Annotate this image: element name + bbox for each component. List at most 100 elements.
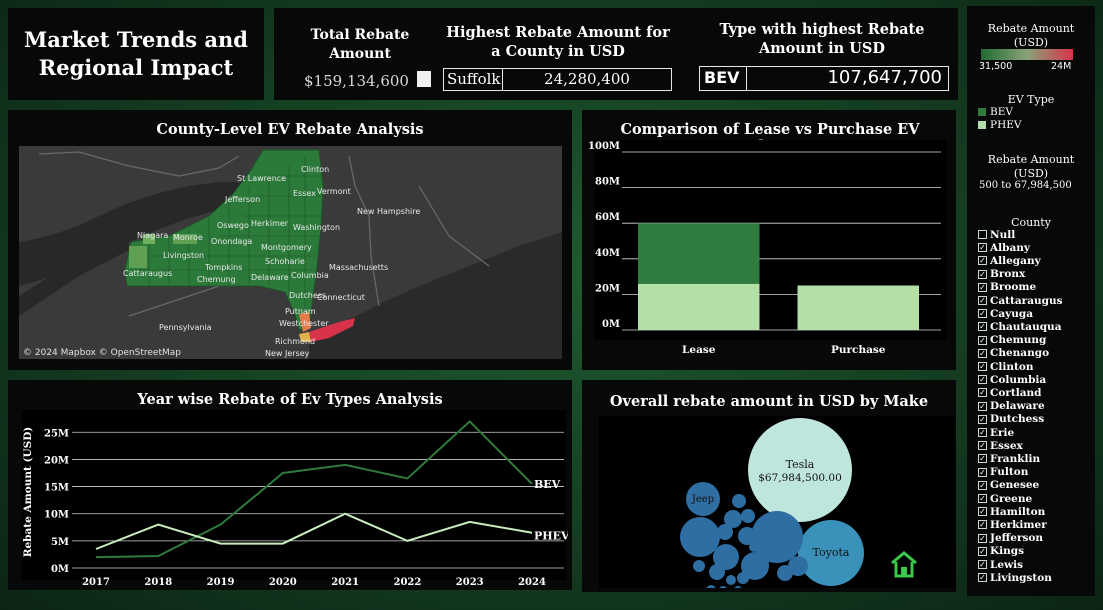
county-checkbox[interactable]: ✓ [978, 401, 987, 411]
bubble-other-make[interactable] [724, 510, 742, 528]
county-checkbox[interactable]: ✓ [978, 322, 987, 332]
map-label: Connecticut [317, 293, 365, 302]
county-checkbox[interactable]: ✓ [978, 573, 987, 583]
county-filter-item[interactable]: ✓ Dutchess [978, 413, 1044, 426]
bar-lease-bev[interactable] [638, 223, 760, 284]
county-filter-item[interactable]: ✓ Chautauqua [978, 320, 1062, 333]
county-filter-item[interactable]: ✓ Lewis [978, 558, 1023, 571]
county-filter-item[interactable]: ✓ Clinton [978, 360, 1033, 373]
bubble-tesla[interactable] [748, 418, 852, 522]
county-filter-item[interactable]: ✓ Essex [978, 439, 1023, 452]
county-filter-item[interactable]: ✓ Cattaraugus [978, 294, 1063, 307]
bubble-other-make[interactable] [726, 575, 736, 585]
county-filter-item[interactable]: ✓ Hamilton [978, 505, 1045, 518]
bubble-other-make[interactable] [709, 564, 725, 580]
county-filter-item[interactable]: ✓ Chemung [978, 334, 1046, 347]
rebate-filter-range[interactable]: 500 to 67,984,500 [979, 180, 1072, 191]
bubble-other-make[interactable] [713, 544, 739, 570]
bar-lease-phev[interactable] [638, 283, 760, 330]
county-checkbox[interactable]: ✓ [978, 441, 987, 451]
county-filter-item[interactable]: ✓ Albany [978, 241, 1030, 254]
bar-y-tick: 20M [595, 283, 620, 294]
county-checkbox[interactable]: ✓ [978, 480, 987, 490]
ev-type-phev[interactable]: PHEV [978, 119, 1021, 131]
bubble-other-make[interactable] [732, 494, 746, 508]
county-filter-item[interactable]: ✓ Columbia [978, 373, 1046, 386]
county-filter-item[interactable]: ✓ Delaware [978, 400, 1045, 413]
map-label: Oswego [217, 221, 249, 230]
bubble-other-make[interactable] [719, 586, 727, 588]
county-filter-item[interactable]: ✓ Broome [978, 281, 1036, 294]
county-map[interactable]: Clinton St Lawrence Essex Vermont Jefferson N… [19, 146, 562, 359]
county-filter-item[interactable]: ✓ Kings [978, 545, 1024, 558]
county-checkbox[interactable]: ✓ [978, 414, 987, 424]
county-checkbox[interactable]: ✓ [978, 362, 987, 371]
county-filter-item[interactable]: ✓ Livingston [978, 571, 1052, 584]
county-filter-item[interactable]: ✓ Allegany [978, 254, 1041, 267]
county-checkbox[interactable]: ✓ [978, 494, 987, 503]
county-filter-item[interactable]: ✓ Greene [978, 492, 1032, 505]
county-filter-item[interactable]: ✓ Franklin [978, 452, 1040, 465]
county-filter-item[interactable]: ✓ Herkimer [978, 518, 1047, 531]
bubble-other-make[interactable] [693, 560, 705, 572]
county-filter-item[interactable]: ✓ Cayuga [978, 307, 1033, 320]
county-monroe-highlight[interactable] [173, 234, 197, 244]
county-filter-item[interactable]: ✓ Erie [978, 426, 1014, 439]
county-suffolk-highlight[interactable] [309, 318, 355, 342]
county-filter-list: Null ✓ Albany ✓ Allegany ✓ Bronx ✓ Broome ✓ Cattar… [978, 228, 1090, 588]
bubble-other-make[interactable] [741, 552, 769, 580]
home-icon[interactable] [891, 551, 917, 578]
county-checkbox[interactable]: ✓ [978, 256, 987, 266]
county-checkbox[interactable]: ✓ [978, 335, 987, 345]
county-checkbox[interactable]: ✓ [978, 243, 987, 253]
county-checkbox[interactable]: ✓ [978, 348, 987, 358]
county-westchester-highlight[interactable] [299, 312, 311, 332]
county-kings-highlight[interactable] [299, 332, 311, 342]
bubble-panel: Overall rebate amount in USD by Make Tes… [582, 380, 956, 592]
county-checkbox[interactable]: ✓ [978, 375, 987, 385]
bubble-other-make[interactable] [761, 558, 769, 566]
county-checkbox[interactable]: ✓ [978, 520, 987, 530]
new-york-state[interactable] [124, 149, 324, 331]
county-filter-item[interactable]: ✓ Fulton [978, 466, 1028, 479]
bubble-other-make[interactable] [749, 542, 759, 552]
bar-purchase-phev[interactable] [797, 285, 920, 331]
county-filter-item[interactable]: ✓ Genesee [978, 479, 1039, 492]
county-checkbox[interactable]: ✓ [978, 296, 987, 305]
county-checkbox[interactable]: ✓ [978, 388, 987, 398]
county-checkbox[interactable] [978, 230, 987, 239]
county-checkbox[interactable]: ✓ [978, 454, 987, 464]
bubble-toyota[interactable] [798, 520, 864, 586]
bubble-other-make[interactable] [737, 572, 749, 584]
county-checkbox[interactable]: ✓ [978, 269, 987, 279]
county-checkbox[interactable]: ✓ [978, 309, 987, 319]
county-filter-item[interactable]: ✓ Cortland [978, 386, 1042, 399]
county-checkbox[interactable]: ✓ [978, 546, 987, 556]
line-series-phev[interactable] [95, 512, 533, 550]
county-filter-item[interactable]: ✓ Bronx [978, 268, 1025, 281]
kpi-panel: Total Rebate Amount $159,134,600 Highest… [274, 8, 958, 100]
bubble-other-make[interactable] [680, 517, 720, 557]
bubble-other-make[interactable] [788, 556, 808, 576]
county-erie-highlight[interactable] [129, 246, 147, 268]
county-filter-item[interactable]: ✓ Chenango [978, 347, 1049, 360]
line-series-bev[interactable] [95, 420, 533, 559]
county-checkbox[interactable]: ✓ [978, 507, 987, 517]
county-checkbox[interactable]: ✓ [978, 282, 987, 292]
bubble-other-make[interactable] [741, 509, 755, 523]
county-filter-item[interactable]: ✓ Jefferson [978, 532, 1043, 545]
county-checkbox[interactable]: ✓ [978, 560, 987, 569]
county-checkbox[interactable]: ✓ [978, 467, 987, 477]
rebate-color-ramp[interactable] [981, 49, 1073, 60]
county-niagara-highlight[interactable] [143, 234, 155, 244]
bubble-other-make[interactable] [751, 511, 803, 563]
bubble-other-make[interactable] [717, 524, 733, 540]
bubble-other-make[interactable] [734, 586, 742, 588]
county-filter-label: Bronx [990, 268, 1026, 281]
county-checkbox[interactable]: ✓ [978, 533, 987, 543]
county-checkbox[interactable]: ✓ [978, 428, 987, 437]
ev-type-bev[interactable]: BEV [978, 106, 1013, 118]
bubble-jeep[interactable] [686, 482, 720, 516]
county-filter-item[interactable]: Null [978, 228, 1015, 241]
bubble-other-make[interactable] [706, 585, 716, 588]
